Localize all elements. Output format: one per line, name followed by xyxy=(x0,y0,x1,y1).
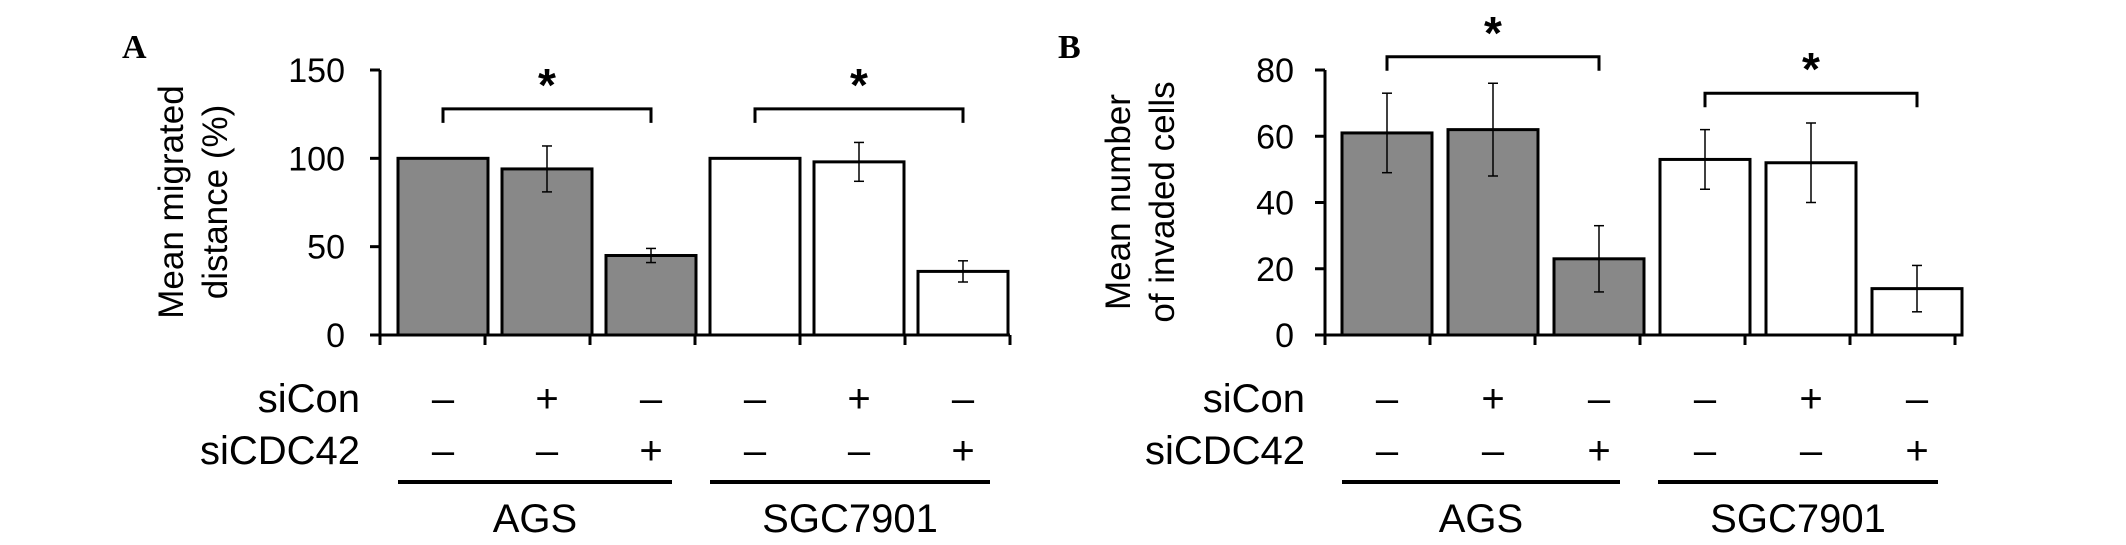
panel-b-group-label-ags: AGS xyxy=(1439,497,1523,541)
panel-a-sicon-symbol-5: + xyxy=(847,377,870,421)
panel-a-bar-1 xyxy=(396,156,490,337)
panel-b-row-label-sicdc42: siCDC42 xyxy=(1145,429,1305,473)
panel-a-bar-5 xyxy=(812,160,906,337)
panel-a-sicdc42-symbol-6: + xyxy=(951,429,974,473)
panel-a-significance-star-1: * xyxy=(538,59,556,111)
panel-b-sicon-symbol-4: – xyxy=(1694,377,1717,421)
panel-a-group-label-ags: AGS xyxy=(493,497,577,541)
panel-b-sicdc42-symbol-1: – xyxy=(1376,429,1399,473)
panel-b-letter: B xyxy=(1058,29,1081,66)
panel-a-sicon-symbol-4: – xyxy=(744,377,767,421)
panel-a-bar-2 xyxy=(500,167,594,337)
panel-a-sicon-symbol-3: – xyxy=(640,377,663,421)
panel-b-significance-star-2: * xyxy=(1802,43,1820,95)
panel-b-ytick-label-0: 0 xyxy=(1275,317,1294,355)
panel-a-sicdc42-symbol-1: – xyxy=(432,429,455,473)
panel-a-ylabel-line-1: Mean migrated xyxy=(152,85,191,318)
panel-b-significance-bracket-1 xyxy=(1385,55,1601,71)
panel-b-ytick-label-20: 20 xyxy=(1256,251,1294,289)
panel-a-ytick-label-100: 100 xyxy=(288,140,345,178)
panel-a-ytick-label-50: 50 xyxy=(307,229,345,267)
panel-b-significance-star-1: * xyxy=(1484,7,1502,59)
panel-a-ytick-label-0: 0 xyxy=(326,317,345,355)
panel-b-ytick-label-60: 60 xyxy=(1256,118,1294,156)
panel-a-letter: A xyxy=(122,29,147,66)
panel-a-ytick-label-150: 150 xyxy=(288,52,345,90)
panel-b-ylabel-line-2: of invaded cells xyxy=(1143,81,1182,322)
panel-a-row-label-sicdc42: siCDC42 xyxy=(200,429,360,473)
panel-b-sicdc42-symbol-2: – xyxy=(1482,429,1505,473)
panel-b-ytick-label-40: 40 xyxy=(1256,185,1294,223)
panel-b-sicdc42-symbol-4: – xyxy=(1694,429,1717,473)
panel-a-sicon-symbol-1: – xyxy=(432,377,455,421)
panel-a-sicdc42-symbol-2: – xyxy=(536,429,559,473)
panel-a-sicdc42-symbol-4: – xyxy=(744,429,767,473)
panel-a-significance-star-2: * xyxy=(850,59,868,111)
panel-a-significance-bracket-1 xyxy=(441,107,653,123)
panel-b-sicdc42-symbol-5: – xyxy=(1800,429,1823,473)
panel-a-bar-3 xyxy=(604,254,698,337)
panel-a-group-label-sgc7901: SGC7901 xyxy=(762,497,938,541)
panel-b-significance-bracket-2 xyxy=(1703,91,1919,108)
panel-a-significance-bracket-2 xyxy=(753,107,965,123)
panel-a-row-label-sicon: siCon xyxy=(258,377,360,421)
panel-b-ylabel-line-1: Mean number xyxy=(1099,94,1138,310)
panel-a-sicon-symbol-2: + xyxy=(535,377,558,421)
panel-a-sicon-symbol-6: – xyxy=(952,377,975,421)
panel-b-ytick-label-80: 80 xyxy=(1256,52,1294,90)
panel-a-sicdc42-symbol-5: – xyxy=(848,429,871,473)
panel-a-ylabel-line-2: distance (%) xyxy=(196,105,235,300)
panel-b-sicdc42-symbol-3: + xyxy=(1587,429,1610,473)
panel-a-bar-4 xyxy=(708,156,802,337)
panel-b-sicdc42-symbol-6: + xyxy=(1905,429,1928,473)
panel-b-sicon-symbol-5: + xyxy=(1799,377,1822,421)
panel-b-sicon-symbol-6: – xyxy=(1906,377,1929,421)
panel-b-sicon-symbol-3: – xyxy=(1588,377,1611,421)
panel-a-sicdc42-symbol-3: + xyxy=(639,429,662,473)
panel-b-sicon-symbol-1: – xyxy=(1376,377,1399,421)
panel-b-group-label-sgc7901: SGC7901 xyxy=(1710,497,1886,541)
panel-b-sicon-symbol-2: + xyxy=(1481,377,1504,421)
panel-b-row-label-sicon: siCon xyxy=(1203,377,1305,421)
